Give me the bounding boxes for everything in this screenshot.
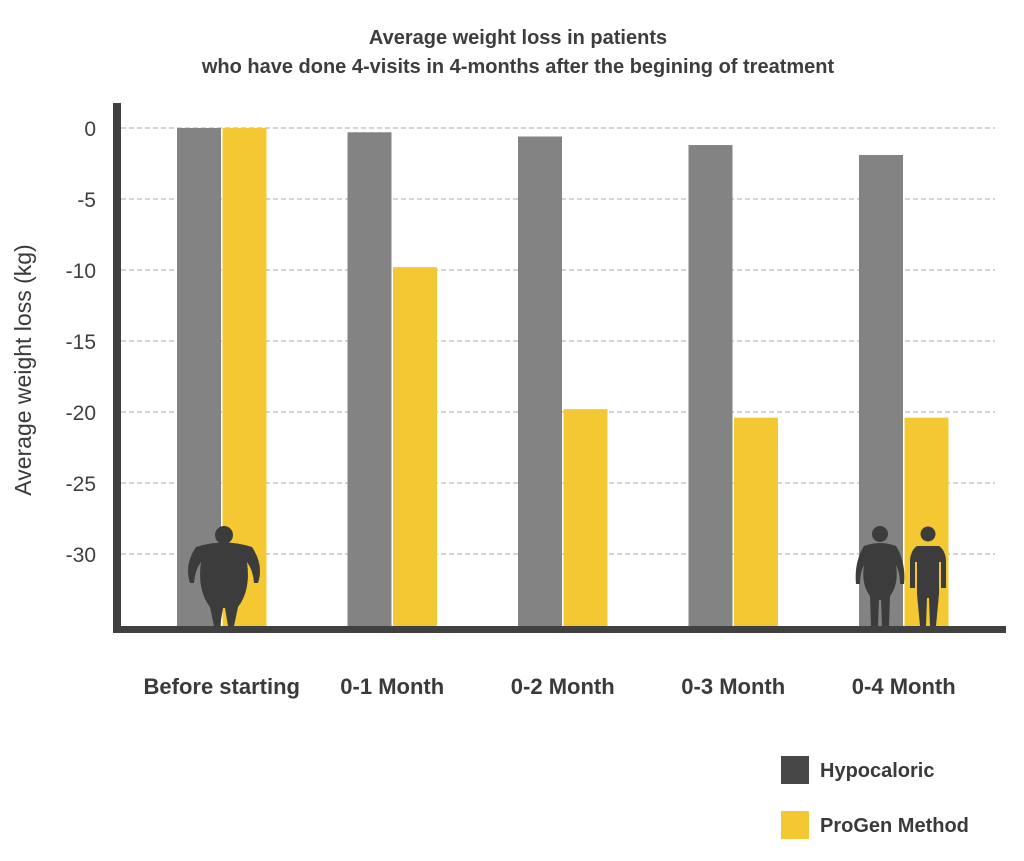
- legend-label-hypocaloric: Hypocaloric: [820, 760, 934, 782]
- bar-progen-method-1: [393, 267, 437, 628]
- legend-swatch-hypocaloric: [781, 756, 809, 784]
- bar-hypocaloric-1: [347, 132, 392, 628]
- x-tick-label: Before starting: [144, 674, 300, 699]
- x-axis-ticks: Before starting 0-1 Month 0-2 Month 0-3 Mon…: [144, 674, 956, 699]
- y-tick-label: -25: [66, 473, 96, 496]
- legend-label-progen: ProGen Method: [820, 815, 969, 837]
- overweight-person-icon: [855, 526, 905, 626]
- y-axis-label: Average weight loss (kg): [10, 244, 36, 495]
- y-axis-ticks: 0 -5 -10 -15 -20 -25 -30: [66, 118, 96, 567]
- slim-person-icon: [910, 526, 946, 626]
- legend-swatch-progen: [781, 811, 809, 839]
- bar-hypocaloric-2: [518, 136, 562, 628]
- y-tick-label: 0: [84, 118, 96, 141]
- x-axis-line: [113, 626, 1006, 633]
- bars: [177, 128, 949, 629]
- chart-subtitle: who have done 4-visits in 4-months after…: [201, 56, 835, 78]
- x-tick-label: 0-2 Month: [511, 674, 615, 699]
- x-tick-label: 0-3 Month: [681, 674, 785, 699]
- y-tick-label: -30: [66, 544, 96, 567]
- x-tick-label: 0-4 Month: [852, 674, 956, 699]
- y-tick-label: -20: [66, 402, 96, 425]
- y-tick-label: -5: [77, 189, 96, 212]
- x-tick-label: 0-1 Month: [340, 674, 444, 699]
- y-axis-line: [113, 103, 121, 633]
- y-tick-label: -15: [66, 331, 96, 354]
- chart-title: Average weight loss in patients: [369, 27, 667, 49]
- bar-progen-method-3: [734, 417, 778, 628]
- bar-progen-method-2: [563, 409, 608, 628]
- y-tick-label: -10: [66, 260, 96, 283]
- bar-hypocaloric-3: [688, 145, 733, 629]
- obese-person-icon: [188, 526, 260, 626]
